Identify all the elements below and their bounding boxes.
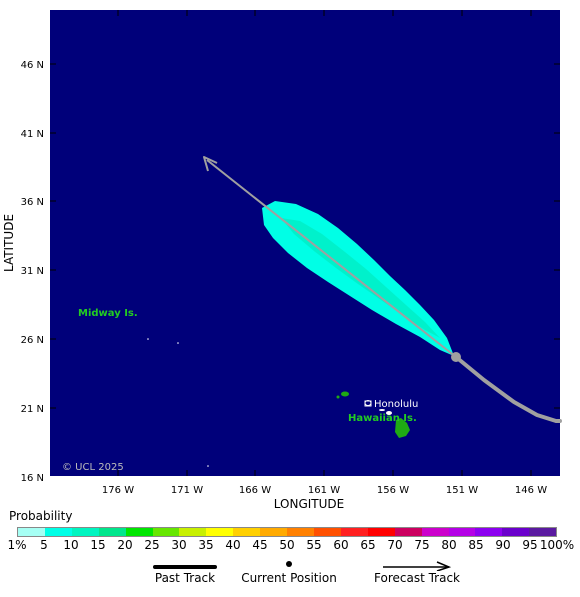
legend-forecast-track: Forecast Track xyxy=(364,561,470,585)
probability-swatch xyxy=(502,528,530,536)
niihau xyxy=(336,395,340,399)
islet-dot xyxy=(207,465,209,467)
probability-scale-label: 5 xyxy=(40,538,48,552)
probability-scale-label: 95 xyxy=(522,538,538,552)
honolulu-label: Honolulu xyxy=(374,399,418,410)
probability-swatch xyxy=(71,528,99,536)
forecast-track-line xyxy=(206,159,457,358)
probability-swatch xyxy=(421,528,449,536)
probability-swatch xyxy=(152,528,180,536)
probability-swatch xyxy=(340,528,368,536)
x-tick-label: 156 W xyxy=(377,485,409,496)
probability-swatch xyxy=(233,528,261,536)
probability-swatch xyxy=(44,528,72,536)
x-tick-label: 166 W xyxy=(239,485,271,496)
probability-scale-label: 35 xyxy=(198,538,214,552)
probability-swatch xyxy=(98,528,126,536)
big-island xyxy=(395,418,410,438)
probability-swatch xyxy=(260,528,288,536)
past-track-legend-label: Past Track xyxy=(154,571,216,585)
probability-scale-label: 85 xyxy=(468,538,484,552)
copyright-label: © UCL 2025 xyxy=(62,462,124,473)
probability-swatch xyxy=(529,528,557,536)
probability-swatch xyxy=(206,528,234,536)
forecast-arrowhead xyxy=(203,156,218,172)
x-tick-label: 171 W xyxy=(171,485,203,496)
x-tick-label: 176 W xyxy=(102,485,134,496)
midway-dot xyxy=(147,338,149,340)
probability-scale-label: 60 xyxy=(333,538,349,552)
past-track xyxy=(454,355,562,423)
probability-swatch xyxy=(179,528,207,536)
probability-swatch xyxy=(367,528,395,536)
probability-swatch xyxy=(313,528,341,536)
past-track-line xyxy=(454,355,562,423)
y-tick-label: 36 N xyxy=(21,197,44,208)
probability-swatch xyxy=(287,528,314,536)
probability-scale-label: 55 xyxy=(306,538,322,552)
forecast-track xyxy=(203,156,457,358)
hawaiian-islands-label: Hawaiian Is. xyxy=(348,413,417,424)
probability-swatch xyxy=(18,528,45,536)
probability-swatch xyxy=(125,528,153,536)
legend-current-position: Current Position xyxy=(233,561,345,585)
y-tick-label: 16 N xyxy=(21,473,44,484)
past-track-legend-line xyxy=(153,565,217,569)
probability-scale-label: 70 xyxy=(387,538,403,552)
midway-label: Midway Is. xyxy=(78,308,138,319)
probability-swatch xyxy=(394,528,422,536)
y-axis-title: LATITUDE xyxy=(2,214,16,272)
probability-scale-label: 80 xyxy=(441,538,457,552)
probability-scale-label: 20 xyxy=(117,538,133,552)
current-position-marker xyxy=(451,352,461,362)
probability-scale-label: 100% xyxy=(539,538,575,552)
y-tick-label: 26 N xyxy=(21,335,44,346)
probability-scale-label: 40 xyxy=(225,538,241,552)
y-tick-label: 46 N xyxy=(21,60,44,71)
probability-scale-label: 25 xyxy=(144,538,160,552)
x-tick-label: 146 W xyxy=(515,485,547,496)
kauai xyxy=(341,391,349,397)
probability-scale-label: 75 xyxy=(414,538,430,552)
hurricane-track-map: Midway Is. Honolulu Hawaiian Is. © UCL 2… xyxy=(2,10,562,510)
probability-scale-label: 50 xyxy=(279,538,295,552)
y-tick-label: 41 N xyxy=(21,129,44,140)
probability-title: Probability xyxy=(9,509,73,523)
current-position-legend-dot xyxy=(286,561,292,567)
x-axis-ticks xyxy=(117,10,532,476)
probability-swatch xyxy=(475,528,503,536)
probability-scale-label: 45 xyxy=(252,538,268,552)
y-axis-ticks xyxy=(50,63,560,409)
probability-swatch xyxy=(448,528,476,536)
y-tick-label: 21 N xyxy=(21,404,44,415)
probability-scale-label: 30 xyxy=(171,538,187,552)
kure-dot xyxy=(177,342,179,344)
legend-past-track: Past Track xyxy=(146,561,224,585)
honolulu-marker xyxy=(364,400,372,407)
x-tick-label: 151 W xyxy=(446,485,478,496)
maui xyxy=(386,411,392,415)
probability-scale-label: 65 xyxy=(360,538,376,552)
probability-color-scale xyxy=(17,527,557,537)
forecast-track-legend-arrow xyxy=(383,561,452,571)
forecast-track-legend-label: Forecast Track xyxy=(374,571,460,585)
probability-scale-label: 90 xyxy=(495,538,511,552)
x-axis-title: LONGITUDE xyxy=(274,497,344,510)
midway-islands xyxy=(147,338,209,467)
molokai xyxy=(379,409,385,411)
probability-scale-label: 10 xyxy=(63,538,79,552)
x-tick-label: 161 W xyxy=(308,485,340,496)
probability-scale-label: 15 xyxy=(90,538,106,552)
probability-inner-core xyxy=(281,218,440,338)
probability-scale-label: 1% xyxy=(7,538,27,552)
current-position-legend-label: Current Position xyxy=(241,571,337,585)
y-tick-label: 31 N xyxy=(21,266,44,277)
probability-scale-labels: 1% 5 10 15 20 25 30 35 40 45 50 55 60 65 70 75 80 85 90 95 1… xyxy=(0,538,580,554)
